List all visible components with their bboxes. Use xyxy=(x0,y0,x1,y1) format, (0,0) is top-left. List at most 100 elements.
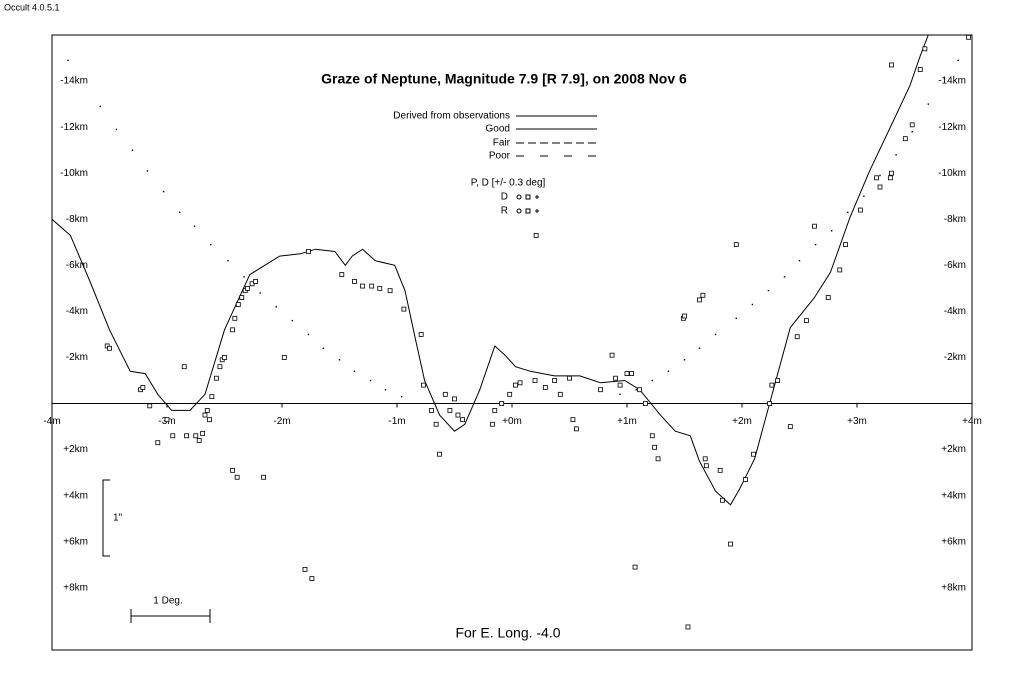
observation-point xyxy=(387,288,393,294)
observation-point xyxy=(245,285,250,291)
plot-area xyxy=(52,35,971,630)
legend-label: Poor xyxy=(489,151,511,162)
observation-point xyxy=(437,451,442,457)
limit-dot xyxy=(831,230,833,232)
observation-point xyxy=(733,242,739,248)
y-tick-label-right: +2km xyxy=(941,444,966,455)
limit-dot xyxy=(847,211,849,214)
deg-scale-bar xyxy=(130,609,211,623)
observation-point xyxy=(767,401,772,406)
limit-dot xyxy=(146,170,149,172)
limit-dot xyxy=(635,389,637,391)
pd-row: D xyxy=(501,192,508,203)
x-tick-label: -1m xyxy=(388,416,405,427)
limit-dot xyxy=(369,379,372,382)
limit-dot xyxy=(227,260,229,262)
legend-symbol xyxy=(525,194,531,200)
observation-point xyxy=(164,417,170,423)
x-tick-label: +3m xyxy=(847,416,867,427)
limit-dot xyxy=(957,59,959,62)
observation-point xyxy=(889,170,894,176)
observation-point xyxy=(769,382,775,388)
observation-point xyxy=(702,456,708,462)
observation-point xyxy=(909,122,915,128)
observation-point xyxy=(743,477,748,482)
deg-scale-label: 1 Deg. xyxy=(153,596,182,607)
y-tick-label-right: -6km xyxy=(944,260,966,271)
y-tick-label: -10km xyxy=(60,168,88,179)
observation-point xyxy=(517,380,523,386)
observation-point xyxy=(613,375,618,381)
observation-point xyxy=(217,364,223,370)
x-tick-label: +2m xyxy=(732,416,752,427)
limit-dot xyxy=(67,59,69,62)
legend: Derived from observations Good Fair Poor… xyxy=(393,111,597,217)
limit-dot xyxy=(400,395,403,398)
y-tick-label-right: -12km xyxy=(938,122,966,133)
observation-point xyxy=(204,408,210,413)
observation-point xyxy=(513,382,518,388)
limit-dot xyxy=(863,195,865,197)
observation-point xyxy=(720,497,725,503)
observation-point xyxy=(557,391,563,397)
limit-dot xyxy=(243,276,245,278)
limit-dot xyxy=(131,149,134,151)
limit-dot xyxy=(814,243,817,246)
legend-symbol xyxy=(535,195,539,199)
observation-point xyxy=(455,412,461,418)
observation-point xyxy=(649,433,655,439)
observation-point xyxy=(429,408,434,413)
observation-point xyxy=(442,391,448,397)
limit-dot xyxy=(735,317,737,320)
observation-point xyxy=(652,444,657,450)
limit-dot xyxy=(698,347,701,349)
observation-point xyxy=(700,292,706,298)
observation-point xyxy=(751,451,756,457)
y-tick-label: -14km xyxy=(60,76,88,87)
observation-point xyxy=(685,624,691,630)
x-tick-label: +4m xyxy=(962,416,982,427)
observation-point xyxy=(193,433,199,439)
observation-point xyxy=(209,394,215,400)
x-tick-label: -2m xyxy=(273,416,290,427)
legend-symbol xyxy=(516,208,522,214)
x-tick-label: -4m xyxy=(43,416,60,427)
observation-point xyxy=(533,232,539,238)
observation-point xyxy=(902,136,908,142)
observation-point xyxy=(804,318,809,324)
observation-point xyxy=(460,417,465,423)
observation-point xyxy=(567,375,572,381)
limit-dot xyxy=(798,260,801,262)
observation-point xyxy=(369,283,375,289)
observation-point xyxy=(624,371,630,376)
observation-point xyxy=(490,421,495,427)
legend-symbol xyxy=(525,208,531,214)
observation-point xyxy=(598,387,603,393)
observation-point xyxy=(147,403,153,409)
limit-dot xyxy=(767,289,770,292)
y-tick-label-right: +8km xyxy=(941,582,966,593)
limit-dot xyxy=(275,306,277,308)
observation-point xyxy=(775,378,781,383)
observation-point xyxy=(570,417,576,423)
limit-dot xyxy=(667,370,670,372)
limit-dot xyxy=(178,211,181,214)
y-tick-label: +2km xyxy=(63,444,88,455)
limit-dot xyxy=(683,359,686,361)
observation-point xyxy=(170,433,176,439)
legend-label: Good xyxy=(486,124,510,135)
observation-point xyxy=(632,564,638,570)
observation-point xyxy=(574,426,579,432)
x-tick-label: +0m xyxy=(502,416,522,427)
y-tick-label: -12km xyxy=(60,122,88,133)
observation-point xyxy=(922,46,928,52)
footer: For E. Long. -4.0 xyxy=(455,625,560,641)
observation-point xyxy=(643,401,648,406)
limit-dot xyxy=(384,389,387,391)
observation-point xyxy=(794,334,800,340)
observation-point xyxy=(222,355,227,360)
limit-dot xyxy=(259,292,261,294)
x-tick-label: +1m xyxy=(617,416,637,427)
observation-point xyxy=(230,467,235,473)
observation-point xyxy=(843,242,848,248)
